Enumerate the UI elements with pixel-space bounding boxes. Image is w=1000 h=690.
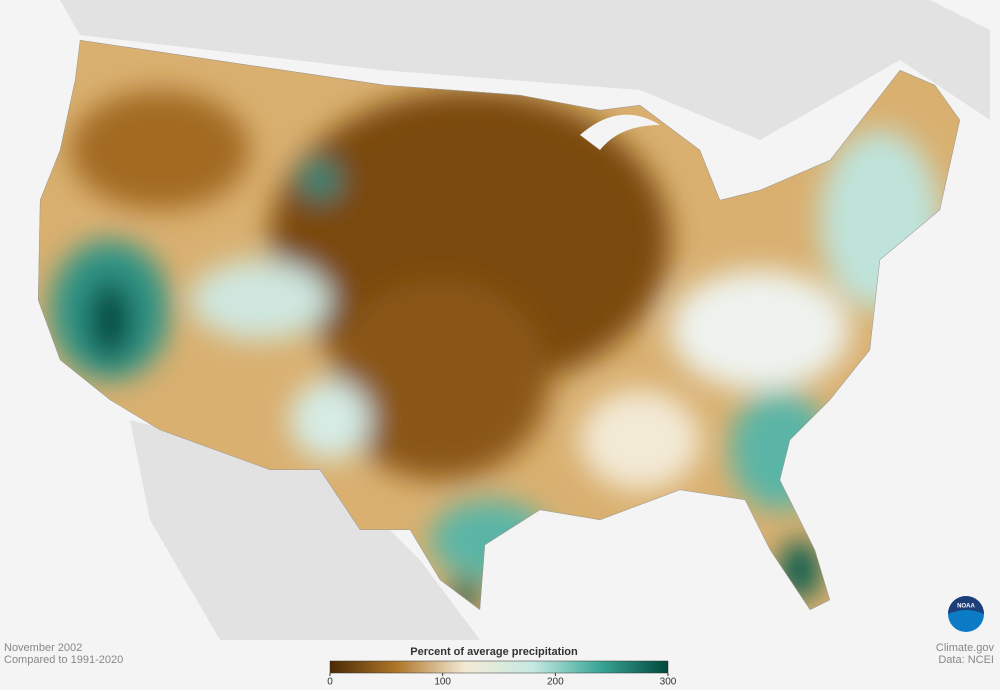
legend-tick-label: 200 xyxy=(547,677,564,688)
color-bar xyxy=(329,660,669,674)
mexico xyxy=(130,420,480,640)
noaa-logo: NOAA xyxy=(948,596,984,632)
period: November 2002 xyxy=(4,642,82,654)
legend-tick-label: 0 xyxy=(327,677,333,688)
site: Climate.gov xyxy=(936,642,995,654)
canada xyxy=(60,0,990,140)
source: Data: NCEI xyxy=(938,654,994,666)
legend-tick-label: 100 xyxy=(434,677,451,688)
logo-text: NOAA xyxy=(957,604,975,610)
great-lakes xyxy=(580,114,660,150)
legend-title: Percent of average precipitation xyxy=(410,646,578,658)
legend-tick-label: 300 xyxy=(660,677,677,688)
baseline: Compared to 1991-2020 xyxy=(4,654,123,666)
